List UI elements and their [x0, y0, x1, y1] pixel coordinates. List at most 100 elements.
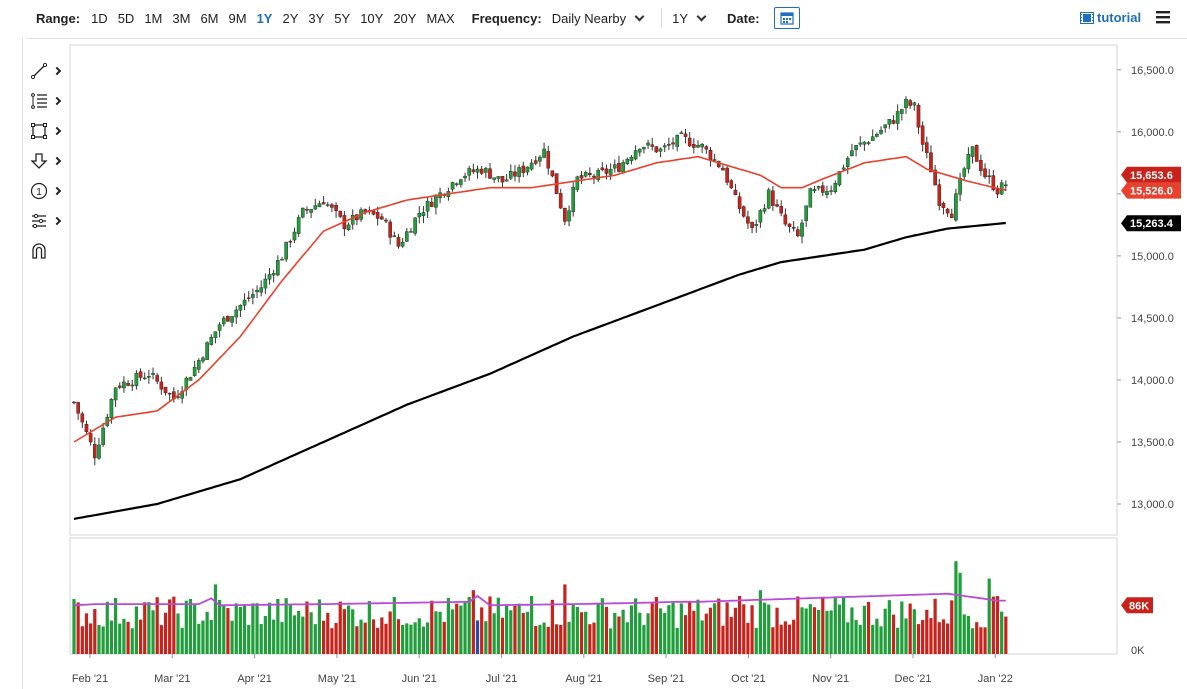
range-button-1d[interactable]: 1D — [91, 10, 108, 26]
candle-body — [546, 151, 551, 169]
candle-body — [737, 196, 742, 209]
rectangle-tool-button[interactable] — [30, 116, 70, 146]
volume-bar — [1000, 611, 1004, 654]
candle-body — [151, 372, 155, 375]
x-tick-label: Sep '21 — [648, 673, 685, 685]
candle-body — [833, 182, 838, 193]
candle-body — [492, 177, 496, 180]
candle-body — [954, 193, 958, 221]
volume-bar — [297, 611, 301, 654]
volume-bar — [342, 609, 346, 654]
volume-bar — [267, 602, 272, 654]
range-button-5y[interactable]: 5Y — [334, 10, 351, 26]
candle-body — [958, 177, 962, 195]
range-button-max[interactable]: MAX — [426, 10, 455, 26]
toolbar-divider-line — [26, 38, 1187, 39]
volume-bar — [143, 602, 147, 654]
volume-bar — [767, 604, 771, 654]
range-button-6m[interactable]: 6M — [200, 10, 219, 26]
candle-body — [671, 142, 675, 145]
volume-bar — [771, 627, 775, 654]
volume-bar — [313, 624, 317, 654]
line-tool-button[interactable] — [30, 56, 70, 86]
volume-bar — [979, 627, 983, 654]
volume-bar — [459, 605, 463, 654]
candle-body — [317, 203, 322, 208]
candle-body — [296, 217, 301, 234]
volume-bar — [916, 624, 921, 654]
volume-bar — [729, 617, 733, 654]
range-button-3m[interactable]: 3M — [172, 10, 191, 26]
candle-body — [563, 208, 567, 222]
volume-bar — [692, 610, 696, 654]
range-button-20y[interactable]: 20Y — [393, 10, 417, 26]
period-value: 1Y — [672, 10, 689, 26]
range-button-1m[interactable]: 1M — [144, 10, 163, 26]
volume-bar — [921, 620, 925, 654]
range-button-10y[interactable]: 10Y — [360, 10, 384, 26]
volume-bar — [101, 626, 105, 654]
magnet-tool-button[interactable] — [30, 236, 70, 266]
candle-body — [933, 169, 937, 186]
range-button-3y[interactable]: 3Y — [308, 10, 325, 26]
candle-body — [396, 237, 401, 247]
candle-body — [301, 207, 305, 218]
y-tick-label: 13,000.0 — [1131, 499, 1174, 511]
volume-bar — [309, 612, 313, 654]
volume-bar — [584, 611, 588, 654]
volume-bar — [409, 624, 413, 654]
volume-bar — [617, 616, 621, 654]
volume-bar — [817, 609, 821, 654]
tutorial-link[interactable]: tutorial — [1080, 10, 1141, 25]
candle-body — [725, 167, 729, 183]
volume-bar — [792, 619, 796, 654]
volume-bar — [338, 601, 342, 654]
volume-bar — [122, 618, 126, 654]
candle-body — [974, 145, 979, 162]
frequency-dropdown[interactable]: Daily Nearby — [552, 11, 651, 26]
pattern-tool-button[interactable] — [30, 206, 70, 236]
volume-bar — [596, 602, 600, 654]
marker-tool-button[interactable]: 1 — [30, 176, 70, 206]
candle-body — [246, 297, 251, 299]
candle-body — [637, 148, 642, 153]
period-dropdown[interactable]: 1Y — [672, 11, 713, 26]
calendar-button[interactable] — [773, 7, 800, 29]
volume-bar — [746, 622, 750, 654]
volume-bar — [484, 621, 488, 654]
volume-bar — [758, 590, 762, 654]
candle-body — [346, 224, 351, 230]
volume-bar — [242, 604, 247, 654]
candle-body — [579, 175, 584, 179]
fib-tool-button[interactable] — [30, 86, 70, 116]
menu-button[interactable] — [1155, 10, 1171, 29]
line-tool-icon — [30, 62, 48, 80]
volume-bar — [230, 620, 234, 654]
range-button-2y[interactable]: 2Y — [282, 10, 299, 26]
candle-body — [575, 176, 580, 190]
volume-bar — [455, 603, 459, 654]
candle-body — [667, 144, 671, 146]
volume-bar — [247, 624, 251, 654]
volume-bar — [1004, 616, 1008, 654]
volume-bar — [613, 612, 617, 654]
x-tick-label: Feb '21 — [72, 673, 108, 685]
candle-body — [567, 210, 571, 222]
arrow-tool-button[interactable] — [30, 146, 70, 176]
volume-bar — [958, 572, 962, 654]
volume-bar — [97, 625, 101, 654]
volume-bar — [900, 601, 904, 654]
range-button-9m[interactable]: 9M — [228, 10, 247, 26]
volume-bar — [346, 605, 351, 654]
volume-bar — [330, 628, 334, 654]
x-tick-label: Apr '21 — [237, 673, 272, 685]
volume-bar — [159, 625, 163, 654]
range-button-5d[interactable]: 5D — [117, 10, 135, 26]
range-button-1y[interactable]: 1Y — [256, 10, 273, 26]
volume-bar — [912, 609, 916, 654]
volume-bar — [172, 596, 176, 654]
candle-body — [721, 167, 725, 171]
candle-body — [251, 294, 255, 298]
candle-body — [692, 144, 696, 148]
